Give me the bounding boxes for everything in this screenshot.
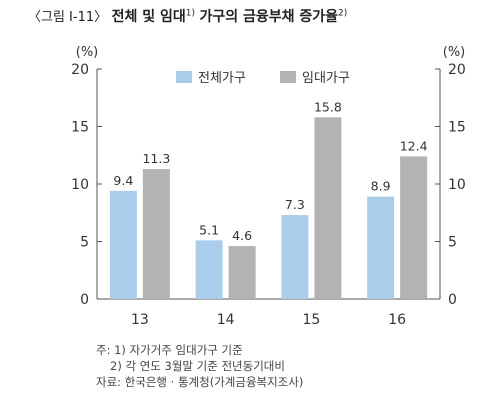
- data-label-14-0: 5.1: [199, 222, 219, 237]
- x-tick-label: 16: [388, 312, 406, 328]
- bar-16-0: [367, 196, 395, 299]
- x-tick-label: 14: [217, 312, 235, 328]
- data-label-13-1: 11.3: [142, 151, 170, 166]
- source-line: 자료: 한국은행 · 통계청(가계금융복지조사): [96, 375, 304, 389]
- legend-label-0: 전체가구: [198, 71, 246, 86]
- right-tick-label: 0: [448, 292, 457, 308]
- legend-swatch-1: [280, 71, 296, 83]
- bar-chart: (%) (%) 0 0 5 5 10 10 15 15 20 20 전체가구 임대가구 9.4 11.3 13 5…: [71, 45, 466, 328]
- left-tick-label: 20: [71, 62, 89, 78]
- data-label-16-0: 8.9: [371, 179, 391, 194]
- left-tick-label: 10: [71, 177, 89, 193]
- title-text-1: 전체 및 임대: [111, 9, 186, 25]
- right-tick-label: 5: [448, 235, 457, 251]
- bar-15-1: [314, 117, 342, 299]
- data-label-16-1: 12.4: [400, 138, 428, 153]
- left-tick-label: 15: [71, 120, 89, 136]
- legend-swatch-0: [176, 71, 192, 83]
- right-tick-label: 10: [448, 177, 466, 193]
- bar-13-1: [142, 169, 170, 299]
- figure-number: 〈그림 Ⅰ-11〉: [28, 10, 108, 25]
- note-line-1: 주: 1) 자가거주 임대가구 기준: [96, 343, 243, 357]
- data-label-14-1: 4.6: [232, 228, 252, 243]
- data-label-15-0: 7.3: [285, 197, 305, 212]
- right-axis-unit: (%): [443, 45, 466, 60]
- data-label-15-1: 15.8: [314, 99, 342, 114]
- bar-14-0: [195, 240, 223, 299]
- bar-15-0: [281, 215, 309, 299]
- title-footnote-1: 1): [185, 8, 195, 19]
- bar-16-1: [400, 156, 428, 299]
- data-label-13-0: 9.4: [113, 173, 133, 188]
- left-tick-label: 0: [80, 292, 89, 308]
- title-footnote-2: 2): [338, 8, 348, 19]
- bar-13-0: [109, 190, 137, 299]
- legend-label-1: 임대가구: [302, 71, 350, 86]
- right-tick-label: 15: [448, 120, 466, 136]
- chart-title: 〈그림 Ⅰ-11〉 전체 및 임대1) 가구의 금융부채 증가율2): [28, 6, 347, 26]
- left-axis-unit: (%): [76, 45, 99, 60]
- chart-notes: 주: 1) 자가거주 임대가구 기준 2) 각 연도 3월말 기준 전년동기대비…: [96, 342, 303, 390]
- bar-14-1: [228, 246, 256, 299]
- x-tick-label: 15: [302, 312, 320, 328]
- left-tick-label: 5: [80, 235, 89, 251]
- x-tick-label: 13: [131, 312, 149, 328]
- title-text-2: 가구의 금융부채 증가율: [199, 9, 338, 25]
- right-tick-label: 20: [448, 62, 466, 78]
- note-line-2: 2) 각 연도 3월말 기준 전년동기대비: [110, 359, 285, 373]
